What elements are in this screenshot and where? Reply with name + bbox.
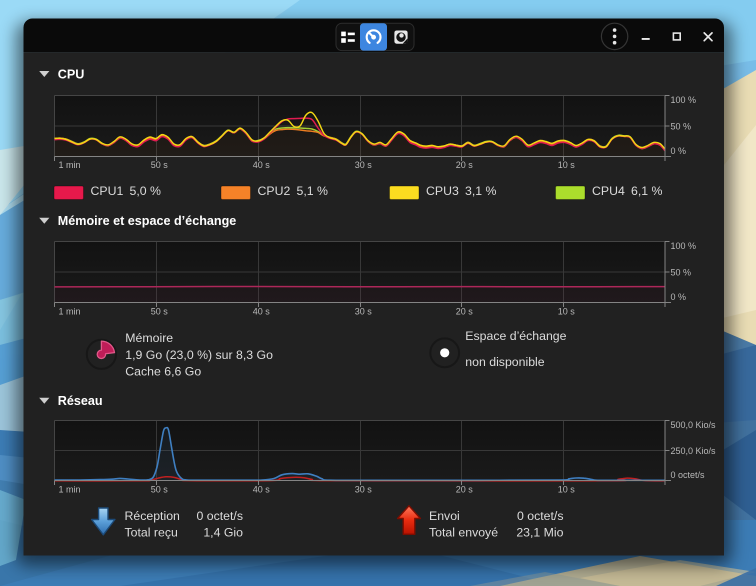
svg-text:non disponible: non disponible	[465, 355, 544, 369]
svg-text:0 octet/s: 0 octet/s	[517, 509, 563, 523]
svg-text:30 s: 30 s	[355, 306, 373, 316]
svg-text:Total reçu: Total reçu	[125, 525, 178, 539]
svg-text:Réseau: Réseau	[58, 394, 103, 408]
svg-text:CPU4: CPU4	[592, 184, 625, 198]
svg-text:1 min: 1 min	[59, 160, 81, 170]
svg-text:50 %: 50 %	[671, 268, 692, 278]
svg-text:1,4 Gio: 1,4 Gio	[203, 525, 243, 539]
svg-text:30 s: 30 s	[355, 484, 373, 494]
svg-text:5,1 %: 5,1 %	[297, 184, 329, 198]
svg-text:CPU1: CPU1	[91, 184, 124, 198]
svg-text:Mémoire et espace d’échange: Mémoire et espace d’échange	[58, 214, 236, 228]
svg-text:0 %: 0 %	[671, 146, 687, 156]
svg-text:40 s: 40 s	[253, 484, 271, 494]
svg-text:250,0 Kio/s: 250,0 Kio/s	[671, 446, 717, 456]
svg-text:CPU: CPU	[58, 67, 85, 81]
svg-text:50 s: 50 s	[151, 160, 169, 170]
svg-text:50 s: 50 s	[151, 484, 169, 494]
svg-text:40 s: 40 s	[253, 306, 271, 316]
svg-text:3,1 %: 3,1 %	[465, 184, 497, 198]
svg-text:10 s: 10 s	[558, 484, 576, 494]
svg-text:0 octet/s: 0 octet/s	[671, 470, 706, 480]
svg-text:10 s: 10 s	[558, 306, 576, 316]
svg-text:20 s: 20 s	[456, 306, 474, 316]
svg-text:100 %: 100 %	[671, 241, 697, 251]
svg-text:Cache 6,6 Go: Cache 6,6 Go	[125, 365, 201, 379]
svg-text:30 s: 30 s	[355, 160, 373, 170]
svg-text:Mémoire: Mémoire	[125, 331, 173, 345]
svg-text:500,0 Kio/s: 500,0 Kio/s	[671, 420, 717, 430]
svg-text:1,9 Go (23,0 %) sur 8,3 Go: 1,9 Go (23,0 %) sur 8,3 Go	[125, 348, 273, 362]
svg-text:100 %: 100 %	[671, 95, 697, 105]
svg-text:6,1 %: 6,1 %	[631, 184, 663, 198]
svg-text:CPU2: CPU2	[258, 184, 291, 198]
svg-text:Réception: Réception	[125, 509, 181, 523]
svg-text:CPU3: CPU3	[426, 184, 459, 198]
svg-text:Envoi: Envoi	[429, 509, 460, 523]
svg-text:10 s: 10 s	[558, 160, 576, 170]
svg-text:0 octet/s: 0 octet/s	[197, 509, 243, 523]
svg-text:0 %: 0 %	[671, 292, 687, 302]
svg-text:23,1 Mio: 23,1 Mio	[516, 525, 563, 539]
svg-text:1 min: 1 min	[59, 306, 81, 316]
svg-text:20 s: 20 s	[456, 484, 474, 494]
svg-text:5,0 %: 5,0 %	[130, 184, 162, 198]
svg-text:Total envoyé: Total envoyé	[429, 525, 498, 539]
svg-text:50 %: 50 %	[671, 122, 692, 132]
svg-text:50 s: 50 s	[151, 306, 169, 316]
svg-text:Espace d’échange: Espace d’échange	[465, 329, 566, 343]
svg-text:20 s: 20 s	[456, 160, 474, 170]
svg-text:1 min: 1 min	[59, 484, 81, 494]
svg-text:40 s: 40 s	[253, 160, 271, 170]
